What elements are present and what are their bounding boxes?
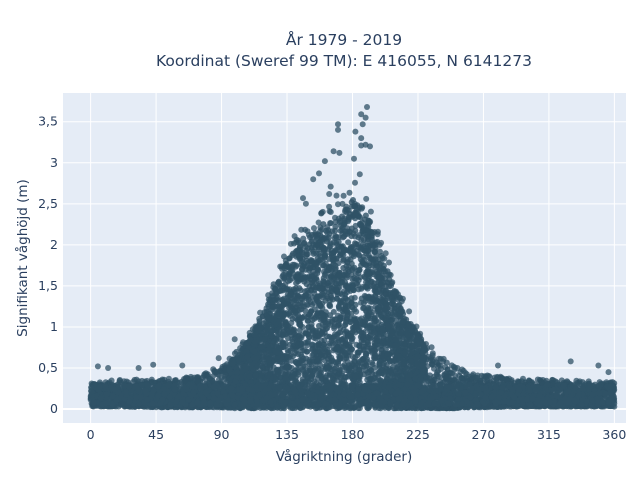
data-point [352, 179, 358, 186]
data-point [339, 200, 346, 207]
data-point [194, 378, 201, 385]
data-point [473, 377, 480, 384]
data-point [526, 377, 532, 384]
data-point [318, 210, 325, 217]
data-point [436, 374, 443, 380]
data-point [201, 371, 208, 378]
data-point [326, 203, 333, 210]
data-point [367, 208, 374, 215]
data-point [449, 370, 455, 377]
data-point [462, 370, 469, 376]
data-point [209, 378, 216, 384]
data-point [298, 226, 305, 233]
data-point [340, 265, 347, 271]
data-point [348, 295, 355, 302]
data-point [454, 365, 461, 371]
data-point [171, 377, 178, 384]
data-point [396, 295, 403, 302]
data-point [231, 350, 238, 357]
data-point [429, 352, 436, 359]
data-point [315, 219, 322, 226]
data-point [116, 377, 123, 384]
data-point [558, 377, 565, 384]
data-point [340, 192, 347, 199]
data-point [576, 379, 583, 386]
data-point [311, 225, 317, 232]
data-point [324, 325, 331, 332]
data-point [504, 377, 510, 383]
data-point [211, 367, 218, 374]
data-point [534, 376, 541, 383]
data-point [564, 378, 570, 385]
data-point [291, 240, 297, 247]
data-point [444, 366, 451, 373]
data-point [386, 259, 392, 266]
data-point [434, 369, 441, 376]
data-point [518, 378, 525, 385]
data-point [433, 359, 440, 366]
data-point [437, 362, 444, 369]
data-point [448, 362, 455, 369]
data-point [409, 405, 416, 411]
data-point [363, 195, 370, 202]
data-point [406, 308, 413, 315]
data-point [291, 233, 298, 240]
data-point [458, 374, 465, 381]
data-point [133, 376, 140, 383]
data-point [549, 377, 556, 384]
data-point [550, 381, 557, 388]
data-point [440, 358, 447, 365]
data-point [444, 374, 451, 381]
data-point [335, 201, 341, 208]
data-point [326, 208, 333, 215]
data-point [346, 189, 353, 196]
data-point [486, 374, 493, 380]
data-point [309, 372, 316, 379]
data-point [327, 220, 334, 227]
data-point [428, 344, 435, 351]
data-point [379, 255, 386, 261]
data-point [343, 296, 349, 302]
data-point [498, 374, 505, 381]
data-point [374, 228, 381, 235]
data-points [87, 104, 618, 412]
data-point [451, 377, 458, 384]
data-point [302, 307, 309, 314]
